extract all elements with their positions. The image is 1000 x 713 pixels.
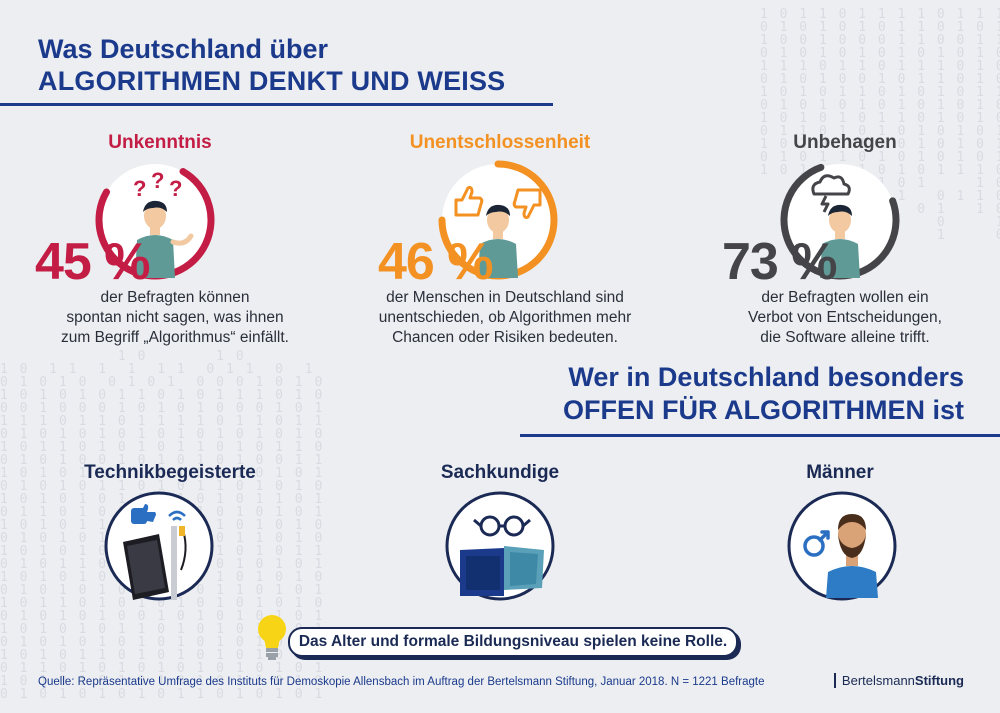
section2-title-line2: OFFEN FÜR ALGORITHMEN ist: [563, 395, 964, 425]
stat-text-line: der Befragten können: [100, 289, 250, 306]
stat-text-line: unentschieden, ob Algorithmen mehr: [378, 309, 632, 326]
stat-percent-unkenntnis: 45 %: [35, 233, 151, 291]
stat-text-line: die Software alleine trifft.: [760, 329, 930, 346]
note-box: Das Alter und formale Bildungsniveau spi…: [288, 627, 738, 657]
page-title-line1: Was Deutschland über: [38, 34, 329, 64]
stat-text-line: der Befragten wollen ein: [761, 289, 929, 306]
confused-person-icon: ? ? ?: [95, 164, 215, 280]
header-rule: [0, 103, 553, 106]
stat-label-unbehagen: Unbehagen: [793, 132, 897, 153]
page-title-line2: ALGORITHMEN DENKT UND WEISS: [38, 66, 506, 96]
group-label-technikbegeisterte: Technikbegeisterte: [84, 462, 256, 483]
glasses-books-icon: [445, 491, 555, 601]
stat-percent-unentschlossenheit: 46 %: [378, 233, 494, 291]
binary-background-top-right: 1 0 1 1 0 1 1 1 1 0 1 1 1 0 1 0 1 0 1 0 …: [760, 8, 1000, 243]
stat-text-line: Chancen oder Risiken bedeuten.: [392, 329, 618, 346]
lightbulb-icon: [258, 615, 286, 660]
smartphone-like-icon: [104, 491, 214, 601]
svg-text:?: ?: [169, 176, 182, 201]
stat-text-unbehagen: der Befragten wollen ein Verbot von Ents…: [720, 288, 970, 348]
svg-text:?: ?: [133, 176, 146, 201]
stat-percent-unbehagen: 73 %: [722, 233, 838, 291]
thumbs-person-icon: [438, 160, 558, 280]
section2-title: Wer in Deutschland besonders OFFEN FÜR A…: [563, 362, 964, 426]
stat-text-line: spontan nicht sagen, was ihnen: [66, 309, 284, 326]
section2-title-line1: Wer in Deutschland besonders: [568, 362, 964, 392]
brand-logo: BertelsmannStiftung: [833, 673, 964, 688]
stat-text-line: zum Begriff „Algorithmus“ einfällt.: [61, 329, 289, 346]
brand-part2: Stiftung: [914, 673, 964, 688]
section2-rule: [520, 434, 1000, 437]
note-text: Das Alter und formale Bildungsniveau spi…: [298, 633, 728, 650]
source-text: Quelle: Repräsentative Umfrage des Insti…: [38, 676, 765, 688]
storm-person-icon: [780, 163, 900, 280]
group-label-maenner: Männer: [806, 462, 874, 483]
stat-text-unentschlossenheit: der Menschen in Deutschland sind unentsc…: [355, 288, 655, 348]
svg-text:?: ?: [151, 168, 164, 193]
stat-text-line: der Menschen in Deutschland sind: [386, 289, 624, 306]
stat-text-unkenntnis: der Befragten können spontan nicht sagen…: [40, 288, 310, 348]
male-person-icon: [787, 491, 897, 601]
stat-label-unkenntnis: Unkenntnis: [108, 132, 212, 153]
brand-part1: Bertelsmann: [841, 673, 915, 688]
stat-label-unentschlossenheit: Unentschlossenheit: [409, 132, 591, 153]
group-label-sachkundige: Sachkundige: [440, 462, 560, 483]
stat-text-line: Verbot von Entscheidungen,: [748, 309, 942, 326]
